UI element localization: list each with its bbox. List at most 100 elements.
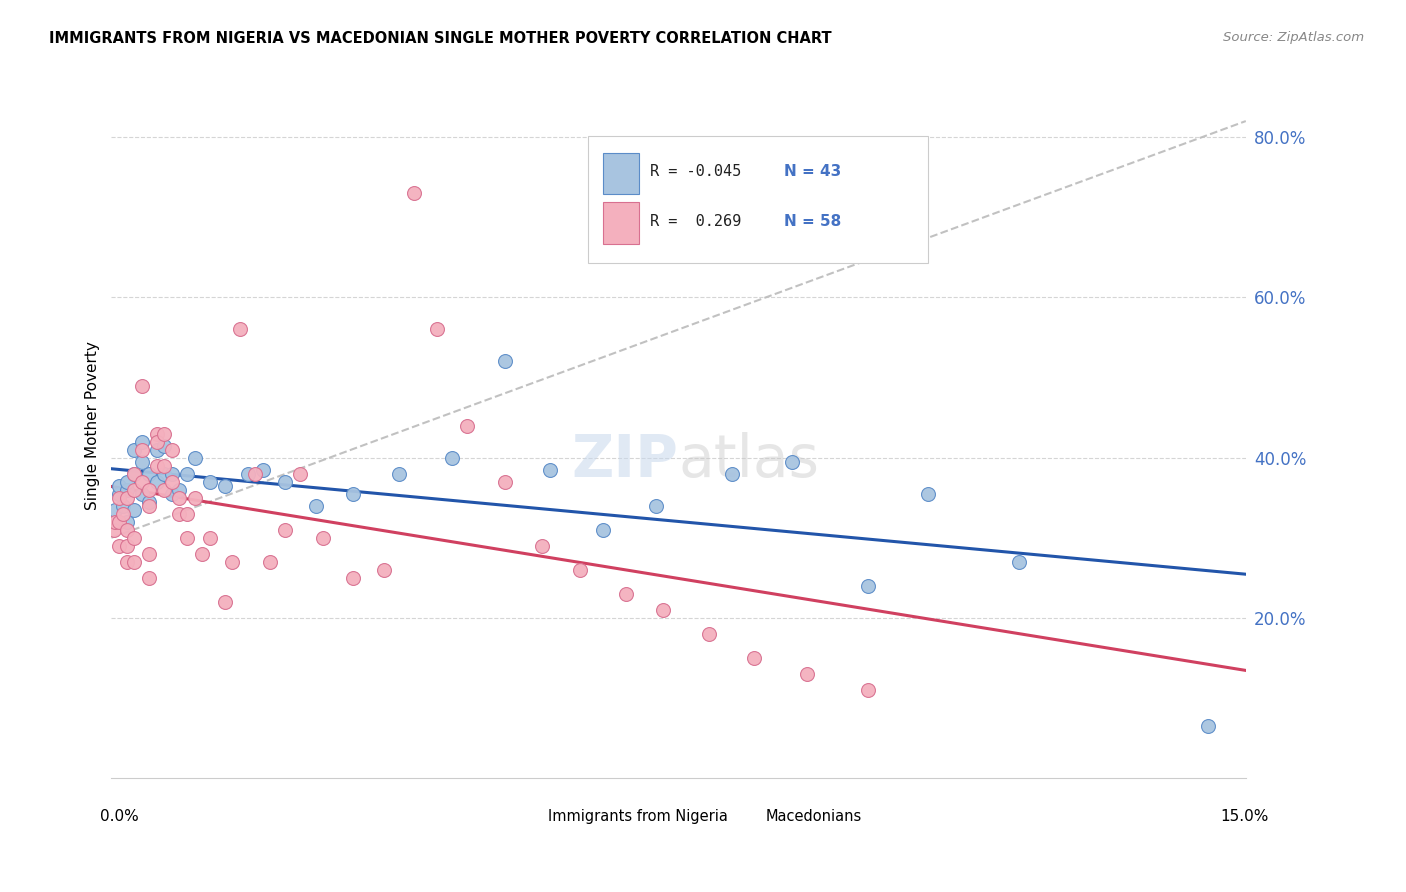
Text: ZIP: ZIP bbox=[572, 433, 679, 490]
Point bbox=[917, 486, 939, 500]
Point bbox=[160, 467, 183, 481]
Point bbox=[153, 426, 176, 441]
Point bbox=[138, 571, 160, 585]
Point bbox=[780, 455, 803, 469]
Point bbox=[229, 322, 252, 336]
Point bbox=[402, 186, 425, 201]
Point bbox=[131, 434, 153, 449]
Point bbox=[183, 491, 205, 505]
Point bbox=[108, 486, 131, 500]
Text: Macedonians: Macedonians bbox=[766, 809, 862, 824]
Point bbox=[169, 483, 191, 497]
Point bbox=[176, 531, 198, 545]
Point bbox=[1197, 719, 1219, 733]
FancyBboxPatch shape bbox=[503, 807, 533, 825]
Point bbox=[176, 507, 198, 521]
FancyBboxPatch shape bbox=[603, 202, 638, 244]
Text: N = 43: N = 43 bbox=[785, 164, 841, 179]
Point bbox=[176, 467, 198, 481]
Point bbox=[592, 523, 614, 537]
Point bbox=[131, 378, 153, 392]
Point bbox=[456, 418, 478, 433]
Point bbox=[304, 499, 326, 513]
Point bbox=[104, 502, 127, 516]
Point bbox=[131, 486, 153, 500]
FancyBboxPatch shape bbox=[603, 153, 638, 194]
Point bbox=[440, 450, 463, 465]
Point bbox=[115, 555, 138, 569]
Point bbox=[138, 494, 160, 508]
Point bbox=[191, 547, 214, 561]
Point bbox=[122, 467, 145, 481]
Point bbox=[290, 467, 312, 481]
Point bbox=[236, 467, 259, 481]
Point bbox=[138, 499, 160, 513]
Point bbox=[108, 515, 131, 529]
Point bbox=[108, 491, 131, 505]
Point bbox=[243, 467, 266, 481]
Point bbox=[131, 442, 153, 457]
Point bbox=[697, 627, 720, 641]
Point bbox=[146, 475, 169, 489]
Point bbox=[146, 426, 169, 441]
Point bbox=[104, 515, 127, 529]
Point bbox=[103, 523, 125, 537]
Point bbox=[426, 322, 449, 336]
Point bbox=[131, 455, 153, 469]
Point bbox=[214, 595, 236, 609]
Point bbox=[111, 507, 134, 521]
Text: R =  0.269: R = 0.269 bbox=[650, 213, 741, 228]
Point bbox=[146, 442, 169, 457]
Point bbox=[796, 667, 818, 681]
Point bbox=[183, 450, 205, 465]
Point bbox=[720, 467, 742, 481]
Point bbox=[108, 479, 131, 493]
Point bbox=[312, 531, 335, 545]
Text: 15.0%: 15.0% bbox=[1220, 810, 1268, 824]
Point bbox=[131, 475, 153, 489]
Text: 0.0%: 0.0% bbox=[100, 810, 139, 824]
Point bbox=[742, 651, 765, 665]
Point bbox=[342, 486, 364, 500]
Point bbox=[122, 555, 145, 569]
Point bbox=[115, 523, 138, 537]
Point bbox=[138, 547, 160, 561]
Point bbox=[274, 475, 297, 489]
Point bbox=[169, 507, 191, 521]
Point bbox=[122, 502, 145, 516]
Point bbox=[115, 475, 138, 489]
Point bbox=[122, 467, 145, 481]
Text: Source: ZipAtlas.com: Source: ZipAtlas.com bbox=[1223, 31, 1364, 45]
Point bbox=[115, 539, 138, 553]
Point bbox=[538, 463, 561, 477]
Point bbox=[160, 475, 183, 489]
Point bbox=[221, 555, 243, 569]
Point bbox=[108, 539, 131, 553]
Point bbox=[198, 475, 221, 489]
Point bbox=[111, 499, 134, 513]
Point bbox=[160, 442, 183, 457]
Point bbox=[115, 491, 138, 505]
FancyBboxPatch shape bbox=[588, 136, 928, 263]
Point bbox=[494, 475, 516, 489]
Text: Immigrants from Nigeria: Immigrants from Nigeria bbox=[548, 809, 728, 824]
Point bbox=[214, 479, 236, 493]
Point bbox=[138, 483, 160, 497]
Point bbox=[652, 603, 675, 617]
Point bbox=[259, 555, 281, 569]
Point bbox=[856, 579, 879, 593]
FancyBboxPatch shape bbox=[721, 807, 751, 825]
Point bbox=[122, 442, 145, 457]
Point bbox=[153, 483, 176, 497]
Point bbox=[373, 563, 395, 577]
Text: IMMIGRANTS FROM NIGERIA VS MACEDONIAN SINGLE MOTHER POVERTY CORRELATION CHART: IMMIGRANTS FROM NIGERIA VS MACEDONIAN SI… bbox=[49, 31, 832, 46]
Text: atlas: atlas bbox=[679, 433, 820, 490]
Point bbox=[115, 483, 138, 497]
Point bbox=[388, 467, 411, 481]
Point bbox=[614, 587, 637, 601]
Point bbox=[1008, 555, 1031, 569]
Point bbox=[856, 683, 879, 698]
Point bbox=[531, 539, 554, 553]
Text: N = 58: N = 58 bbox=[785, 213, 841, 228]
Point bbox=[342, 571, 364, 585]
